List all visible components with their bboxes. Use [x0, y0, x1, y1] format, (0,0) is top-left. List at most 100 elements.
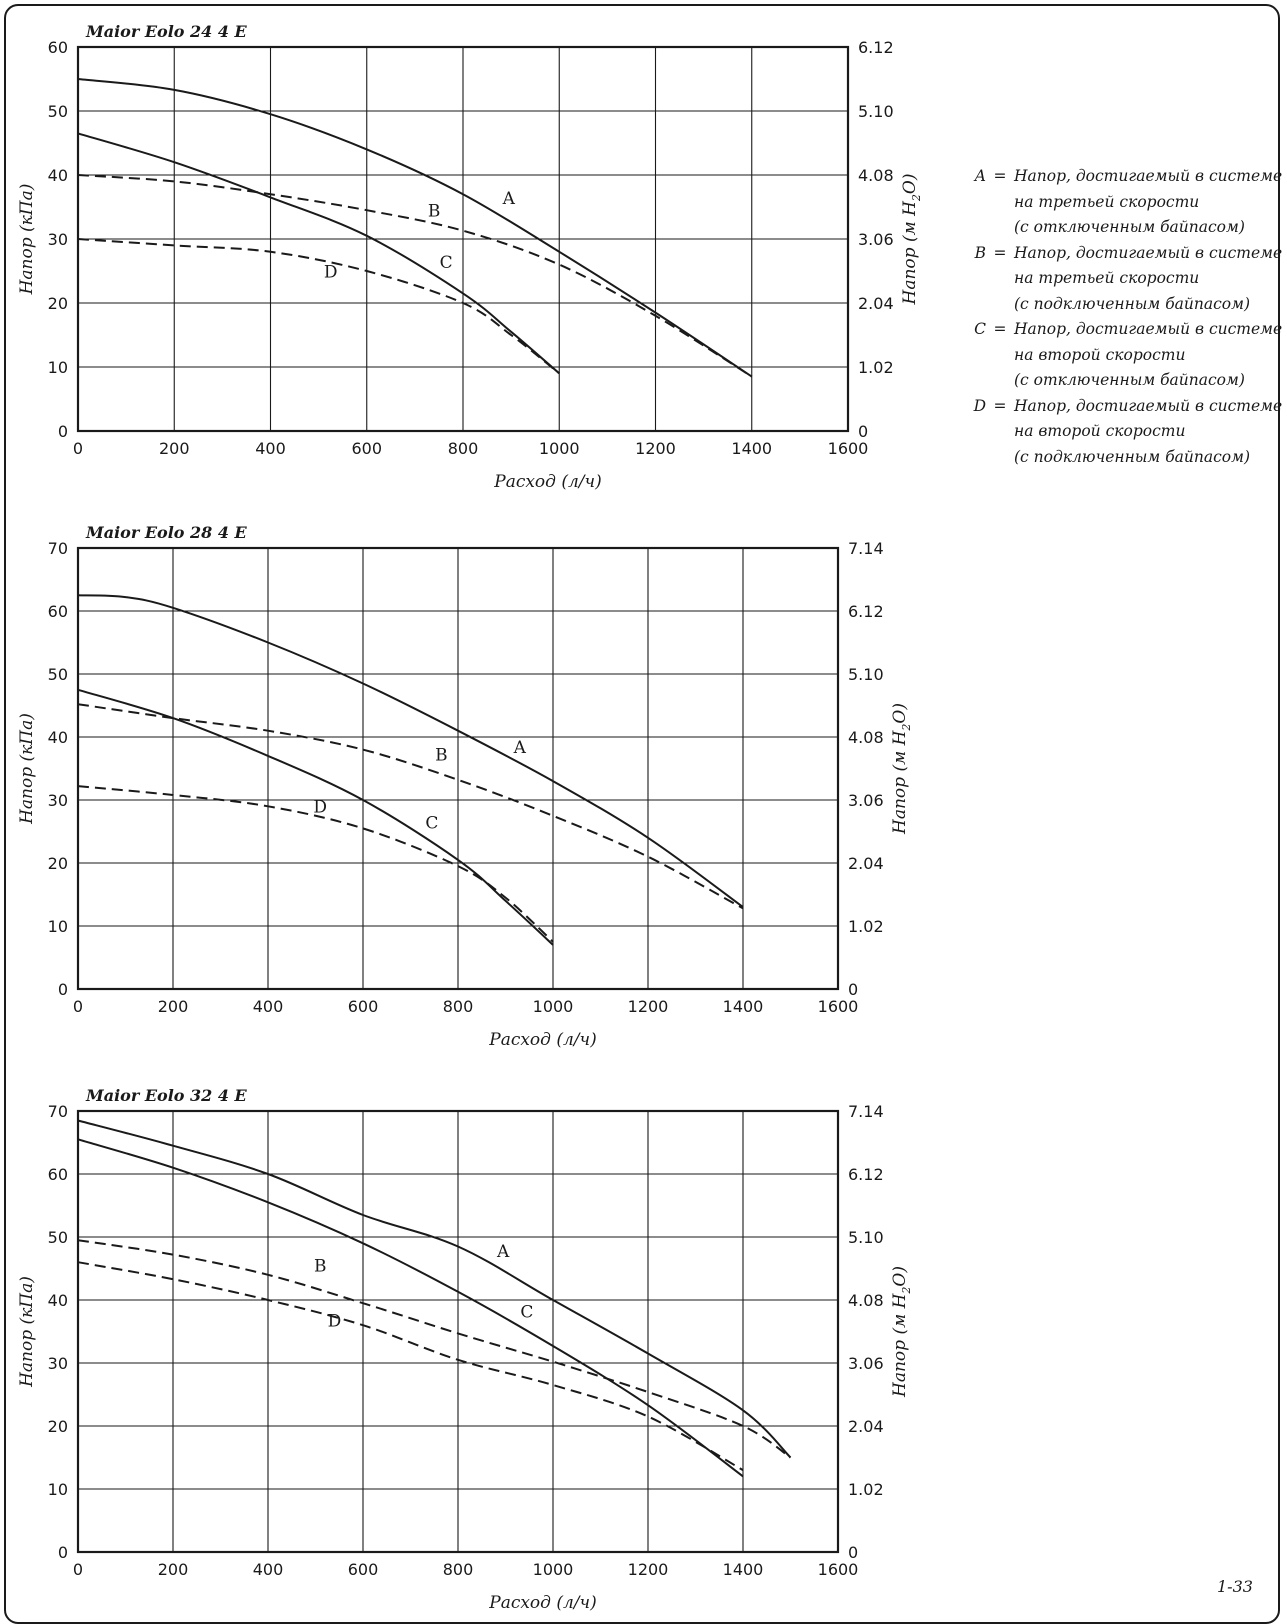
- x-tick-label: 1400: [723, 997, 764, 1016]
- x-tick-label: 400: [253, 997, 284, 1016]
- legend-text: Напор, достигаемый в системе: [1014, 243, 1283, 262]
- y-axis-label: Напор (кПа): [17, 1276, 37, 1388]
- legend-key: D: [973, 396, 986, 415]
- y-right-tick-label: 5.10: [848, 665, 884, 684]
- curve-a: [77, 1119, 792, 1459]
- curve-b: [77, 1239, 792, 1459]
- curve-c: [77, 688, 554, 946]
- x-tick-label: 1000: [533, 997, 574, 1016]
- x-tick-label: 800: [448, 439, 479, 458]
- legend-equals: =: [993, 320, 1007, 338]
- x-axis-label: Расход (л/ч): [488, 1593, 597, 1613]
- x-tick-label: 400: [255, 439, 286, 458]
- x-tick-label: 0: [73, 997, 83, 1016]
- curve-d: [77, 1261, 744, 1471]
- legend-item-b: B = Напор, достигаемый в системе на трет…: [964, 241, 1283, 318]
- y-tick-label: 0: [58, 1543, 68, 1562]
- legend-text: (с подключенным байпасом): [1014, 447, 1251, 466]
- y-right-tick-label: 7.14: [848, 539, 884, 558]
- legend-item-a: A = Напор, достигаемый в системе на трет…: [964, 164, 1282, 241]
- y-right-tick-label: 3.06: [858, 230, 894, 249]
- x-tick-label: 200: [159, 439, 190, 458]
- y-right-tick-label: 2.04: [848, 854, 884, 873]
- y-right-tick-label: 1.02: [858, 358, 894, 377]
- curve-label-d: D: [313, 798, 327, 818]
- y-tick-label: 30: [48, 791, 68, 810]
- curve-label-c: C: [520, 1303, 533, 1323]
- legend-item-c: C = Напор, достигаемый в системе на втор…: [964, 317, 1282, 394]
- y-tick-label: 60: [48, 38, 68, 57]
- chart-title: Maior Eolo 32 4 E: [85, 1086, 248, 1105]
- x-tick-label: 600: [348, 997, 379, 1016]
- y-right-tick-label: 0: [848, 980, 858, 999]
- curve-label-a: A: [513, 738, 527, 758]
- x-tick-label: 1000: [539, 439, 580, 458]
- curve-label-b: B: [435, 745, 448, 765]
- curve-label-a: A: [496, 1242, 510, 1262]
- y-tick-label: 50: [48, 102, 68, 121]
- y-tick-label: 40: [48, 728, 68, 747]
- y-right-tick-label: 1.02: [848, 1480, 884, 1499]
- legend-item-d: D = Напор, достигаемый в системе на втор…: [964, 394, 1283, 471]
- y-tick-label: 20: [48, 854, 68, 873]
- legend-text: на второй скорости: [1014, 345, 1186, 364]
- y-tick-label: 20: [48, 294, 68, 313]
- legend-text: (с отключенным байпасом): [1014, 371, 1245, 389]
- x-tick-label: 800: [443, 997, 474, 1016]
- y-tick-label: 20: [48, 1417, 68, 1436]
- y-tick-label: 10: [48, 1480, 68, 1499]
- x-tick-label: 600: [348, 1560, 379, 1579]
- y-right-tick-label: 0: [848, 1543, 858, 1562]
- curve-label-a: A: [502, 189, 516, 209]
- plot-frame: [76, 1109, 840, 1554]
- legend-key: A: [974, 167, 986, 185]
- x-tick-label: 1200: [628, 997, 669, 1016]
- y-tick-label: 50: [48, 1228, 68, 1247]
- y-right-tick-label: 4.08: [858, 166, 894, 185]
- x-tick-label: 1600: [828, 439, 869, 458]
- y-tick-label: 50: [48, 665, 68, 684]
- x-tick-label: 1200: [635, 439, 676, 458]
- page-number: 1-33: [1217, 1577, 1253, 1596]
- x-tick-label: 1600: [818, 997, 859, 1016]
- legend-key: B: [974, 243, 986, 262]
- legend-text: Напор, достигаемый в системе: [1014, 167, 1283, 185]
- x-axis-label: Расход (л/ч): [493, 472, 602, 492]
- chart-title: Maior Eolo 28 4 E: [85, 523, 248, 542]
- y-axis-label-right: Напор (м H2O): [890, 703, 913, 835]
- x-tick-label: 0: [73, 1560, 83, 1579]
- y-tick-label: 60: [48, 602, 68, 621]
- curve-a: [77, 78, 753, 378]
- y-right-tick-label: 4.08: [848, 728, 884, 747]
- x-tick-label: 400: [253, 1560, 284, 1579]
- legend-text: Напор, достигаемый в системе: [1014, 320, 1283, 338]
- y-tick-label: 0: [58, 422, 68, 441]
- y-tick-label: 40: [48, 1291, 68, 1310]
- legend-text: (с отключенным байпасом): [1014, 218, 1245, 236]
- y-tick-label: 30: [48, 230, 68, 249]
- y-right-tick-label: 2.04: [858, 294, 894, 313]
- y-right-tick-label: 2.04: [848, 1417, 884, 1436]
- y-tick-label: 30: [48, 1354, 68, 1373]
- y-right-tick-label: 6.12: [848, 1165, 884, 1184]
- y-right-tick-label: 3.06: [848, 1354, 884, 1373]
- y-axis-label-right: Напор (м H2O): [900, 174, 923, 306]
- legend-key: C: [974, 320, 986, 338]
- y-tick-label: 10: [48, 358, 68, 377]
- x-tick-label: 1600: [818, 1560, 859, 1579]
- x-tick-label: 600: [351, 439, 382, 458]
- x-tick-label: 0: [73, 439, 83, 458]
- curve-b: [77, 174, 753, 378]
- legend-text: Напор, достигаемый в системе: [1014, 396, 1283, 415]
- legend-equals: =: [993, 396, 1007, 415]
- legend-text: на третьей скорости: [1014, 192, 1200, 211]
- plot-frame: [76, 546, 840, 991]
- y-axis-label: Напор (кПа): [17, 713, 37, 825]
- curve-label-d: D: [324, 262, 338, 282]
- chart-title: Maior Eolo 24 4 E: [85, 22, 248, 41]
- curve-c: [77, 1138, 744, 1478]
- y-axis-label-right: Напор (м H2O): [890, 1266, 913, 1398]
- y-right-tick-label: 7.14: [848, 1102, 884, 1121]
- y-right-tick-label: 5.10: [848, 1228, 884, 1247]
